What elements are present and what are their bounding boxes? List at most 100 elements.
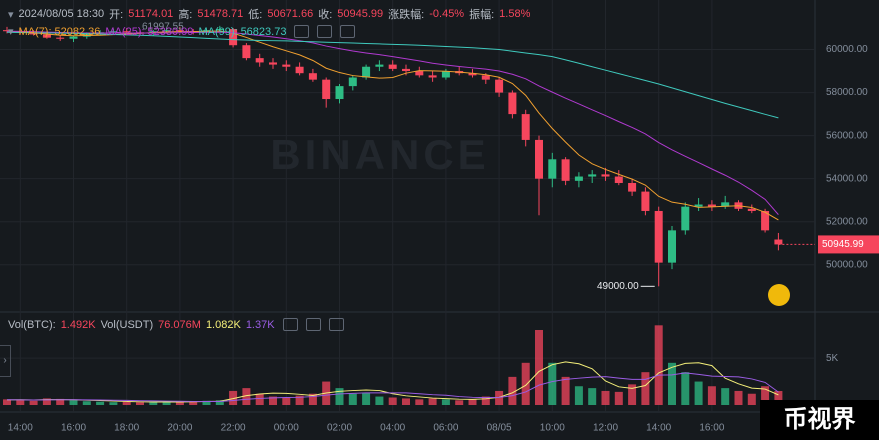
candle-body [628, 182, 637, 192]
volume-bar [614, 391, 623, 405]
x-tick-label: 16:00 [61, 423, 86, 434]
y-tick-label: 60000.00 [826, 44, 868, 55]
ma-name: MA(99): [198, 25, 238, 38]
ma-legend-entry: MA(25): 52330.99 [105, 26, 193, 38]
volume-bar [348, 393, 357, 405]
candle-body [175, 30, 184, 32]
x-tick-label: 12:00 [593, 423, 618, 434]
ma-line [6, 30, 779, 221]
assistant-icon[interactable] [768, 284, 790, 306]
candle-body [428, 75, 437, 78]
volume-bar [481, 396, 490, 405]
x-tick-label: 20:00 [167, 423, 192, 434]
x-tick-label: 16:00 [699, 423, 724, 434]
volume-bar [707, 386, 716, 405]
volume-bar [375, 396, 384, 405]
volume-bar [362, 392, 371, 405]
volume-bar [242, 388, 251, 405]
volume-bar [734, 390, 743, 405]
volume-bar [428, 398, 437, 405]
ma-name: MA(7): [18, 25, 52, 38]
candle-body [375, 64, 384, 67]
ma-value: 52330.99 [147, 25, 194, 38]
candle-body [761, 210, 770, 231]
candle-body [3, 30, 11, 32]
candle-body [468, 73, 477, 76]
x-tick-label: 18:00 [114, 423, 139, 434]
ma-line [6, 31, 779, 119]
candle-body [122, 31, 131, 33]
volume-bar [308, 393, 317, 405]
volume-bar [588, 388, 597, 405]
label: 低: [248, 9, 263, 21]
candle-body [29, 32, 38, 35]
candle-body [588, 174, 597, 177]
close-button[interactable] [328, 318, 344, 331]
value: -0.45% [429, 8, 465, 20]
value: 1.492K [60, 318, 96, 331]
x-tick-label: 08/05 [487, 423, 512, 434]
candle-body [508, 92, 517, 115]
close-button[interactable] [340, 25, 356, 38]
volume-bar [388, 397, 397, 405]
ma-line [6, 361, 779, 403]
candle-body [574, 176, 583, 181]
candle-body [322, 79, 331, 100]
candle-body [56, 37, 65, 39]
label: Vol(BTC): [8, 318, 56, 331]
ma-value: 52082.36 [54, 25, 101, 38]
eye-button[interactable] [282, 318, 298, 331]
volume-bar [548, 362, 557, 405]
volume-bar [282, 397, 291, 405]
volume-header: Vol(BTC): 1.492K Vol(USDT) 76.076M 1.082K … [8, 318, 344, 331]
volume-bar [774, 391, 783, 405]
candle-body [388, 64, 397, 69]
ma-line [6, 372, 779, 403]
candle-body [308, 73, 317, 80]
volume-bar [202, 400, 211, 405]
volume-bar [269, 396, 277, 405]
x-tick-label: 10:00 [540, 423, 565, 434]
volume-bar [96, 401, 105, 405]
candle-body [362, 66, 371, 78]
low-annotation: 49000.00 [597, 281, 639, 292]
volume-bar [175, 401, 184, 405]
candle-body [215, 29, 224, 31]
y-tick-label: 52000.00 [826, 216, 868, 227]
settings-button[interactable] [317, 25, 333, 38]
volume-bar [654, 325, 663, 405]
candle-body [335, 86, 344, 100]
collapse-icon[interactable]: ▾ [8, 8, 14, 21]
candle-body [641, 191, 650, 211]
value: 1.37K [245, 318, 275, 331]
candle-body [614, 176, 623, 183]
ma-legend-entry: MA(99): 56823.73 [198, 26, 286, 38]
volume-bar [495, 390, 504, 405]
volume-bar [122, 401, 131, 405]
volume-bar [455, 400, 464, 405]
volume-bar [415, 399, 424, 405]
value: 50945.99 [337, 8, 384, 20]
y-tick-label: 5K [826, 353, 839, 364]
candle-body [255, 58, 264, 63]
y-tick-label: 56000.00 [826, 130, 868, 141]
candle-body [668, 230, 676, 263]
collapse-icon[interactable]: ▾ [8, 26, 14, 38]
x-tick-label: 14:00 [8, 423, 33, 434]
value: 1.082K [205, 318, 241, 331]
volume-bar [468, 399, 477, 405]
volume-bar [29, 400, 38, 405]
ma-legend-entry: MA(7): 52082.36 [19, 26, 101, 38]
candle-body [402, 68, 410, 72]
side-tab[interactable]: › [0, 345, 11, 377]
y-tick-label: 50000.00 [826, 259, 868, 270]
candle-body [269, 62, 277, 65]
volume-bar [681, 372, 690, 405]
volume-bar [3, 399, 11, 405]
settings-button[interactable] [305, 318, 321, 331]
volume-bar [628, 384, 637, 405]
candle-body [495, 79, 504, 93]
eye-button[interactable] [294, 25, 310, 38]
